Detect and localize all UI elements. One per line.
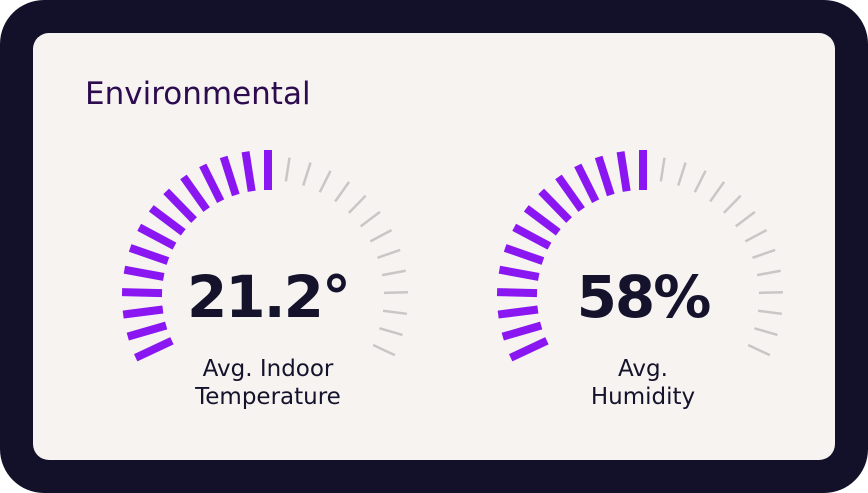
gauge-tick-active xyxy=(594,155,615,197)
gauge-tick-active xyxy=(497,305,539,319)
gauge-value: 58% xyxy=(577,263,711,331)
gauge-tick xyxy=(693,170,707,193)
gauge-tick-active xyxy=(137,223,177,250)
gauge-label: Temperature xyxy=(194,384,341,410)
gauge-tick xyxy=(382,309,408,316)
gauge-tick xyxy=(734,210,756,228)
gauge-tick-active xyxy=(508,337,549,362)
gauge-value: 21.2° xyxy=(187,263,349,331)
gauge-tick-active xyxy=(133,337,174,362)
gauge-tick-active xyxy=(219,155,240,197)
gauge-label: Avg. Indoor xyxy=(203,356,334,382)
gauge-tick-active xyxy=(241,151,256,192)
gauge-tick-active xyxy=(616,151,631,192)
gauge-tick xyxy=(334,181,351,203)
gauge-tick xyxy=(677,162,687,186)
gauge-tick xyxy=(377,248,401,259)
gauge-tick xyxy=(302,162,312,186)
gauge-tick xyxy=(359,210,381,228)
gauge-tick-active xyxy=(199,163,225,203)
gauge-tick xyxy=(383,290,408,295)
gauge-tick xyxy=(284,157,291,182)
gauge-tick-active xyxy=(148,205,186,236)
gauge-tick xyxy=(744,229,768,243)
gauge-tick-active xyxy=(523,205,561,236)
gauge-tick xyxy=(756,269,781,277)
gauge-tick-active xyxy=(180,174,210,212)
gauge-tick xyxy=(723,194,742,214)
gauge-tick xyxy=(754,327,778,337)
gauge-tick xyxy=(752,248,776,259)
gauge-tick xyxy=(369,229,393,243)
gauge-tick xyxy=(372,343,396,357)
gauge-tick-active xyxy=(121,288,163,298)
gauge-tick-active xyxy=(496,288,538,298)
gauge-tick xyxy=(757,309,783,316)
gauge-tick-active xyxy=(574,163,600,203)
gauge-tick xyxy=(379,327,403,337)
gauge-tick xyxy=(758,290,783,295)
gauge-tick-active xyxy=(503,244,545,265)
gauge-tick-active xyxy=(122,305,164,319)
gauge-tick-active xyxy=(123,265,165,281)
gauge-tick-active xyxy=(538,188,572,223)
gauge-tick-active xyxy=(555,174,585,212)
gauge-tick xyxy=(747,343,771,357)
gauge-tick-active xyxy=(512,223,552,250)
gauge-tick xyxy=(381,269,406,277)
gauge-tick-active xyxy=(498,265,540,281)
gauge-tick xyxy=(348,194,367,214)
gauge-label: Humidity xyxy=(591,384,695,410)
gauge-tick-active xyxy=(126,321,168,341)
card xyxy=(33,33,835,460)
gauge-label: Avg. xyxy=(618,356,668,382)
gauge-tick xyxy=(318,170,332,193)
gauge-tick xyxy=(709,181,726,203)
card-title: Environmental xyxy=(85,76,311,112)
gauge-tick-active xyxy=(501,321,543,341)
gauge-tick-active xyxy=(163,188,197,223)
gauge-tick-active xyxy=(128,244,170,265)
gauge-tick xyxy=(659,157,666,182)
